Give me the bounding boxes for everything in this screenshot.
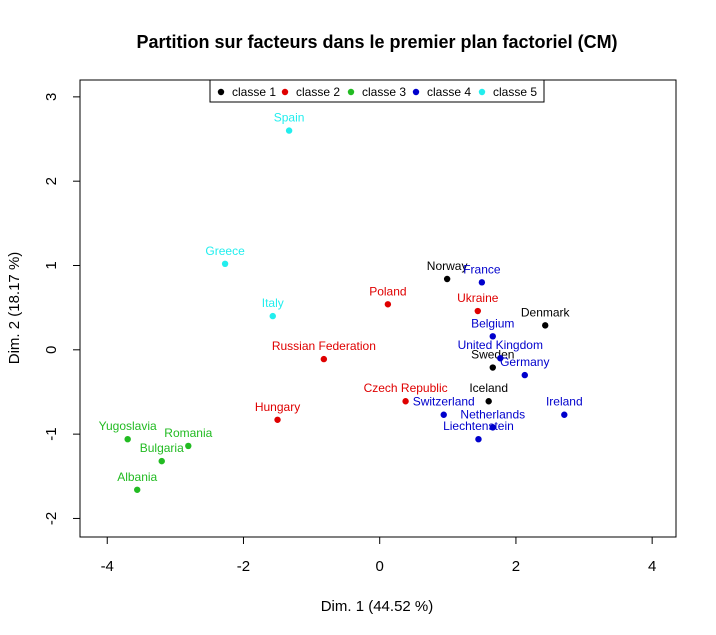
y-tick-label: -2 — [43, 512, 60, 525]
point-label-italy: Italy — [262, 296, 284, 310]
point-switzerland — [440, 411, 447, 418]
point-romania — [185, 442, 192, 450]
x-axis-label: Dim. 1 (44.52 %) — [321, 598, 434, 615]
point-label-united-kingdom: United Kingdom — [458, 338, 543, 352]
point-label-switzerland: Switzerland — [413, 395, 475, 409]
legend-marker-5 — [478, 88, 486, 96]
point-ireland — [561, 411, 568, 418]
y-tick-label: 3 — [43, 93, 60, 101]
y-tick-label: 0 — [43, 346, 60, 354]
point-iceland — [485, 398, 492, 405]
legend-label-1: classe 1 — [232, 85, 276, 99]
point-poland — [384, 301, 392, 308]
legend-marker-4 — [412, 88, 420, 96]
x-tick-label: 2 — [512, 558, 520, 575]
point-label-hungary: Hungary — [255, 400, 300, 414]
point-ukraine — [474, 307, 481, 315]
legend-label-5: classe 5 — [493, 85, 537, 99]
point-label-liechtenstein: Liechtenstein — [443, 419, 514, 433]
point-label-netherlands: Netherlands — [460, 407, 525, 421]
point-label-sweden: Sweden — [471, 348, 514, 362]
point-label-greece: Greece — [205, 244, 245, 258]
point-label-poland: Poland — [369, 284, 406, 298]
x-axis: -4 -2 0 2 4 — [101, 536, 656, 575]
point-label-russian-federation: Russian Federation — [272, 339, 376, 353]
point-czech-republic — [402, 398, 409, 405]
point-hungary — [274, 416, 281, 423]
point-netherlands — [489, 424, 496, 431]
point-denmark — [542, 322, 549, 329]
x-tick-label: 4 — [648, 558, 656, 575]
point-label-iceland: Iceland — [469, 381, 508, 395]
point-label-albania: Albania — [117, 470, 157, 484]
legend-marker-1 — [217, 88, 225, 96]
point-sweden — [489, 364, 496, 371]
point-france — [478, 279, 486, 286]
point-italy — [269, 312, 276, 320]
chart-title: Partition sur facteurs dans le premier p… — [136, 32, 617, 52]
point-label-france: France — [463, 262, 501, 276]
legend-label-2: classe 2 — [296, 85, 340, 99]
y-tick-label: 1 — [43, 261, 60, 269]
x-tick-label: -2 — [237, 558, 250, 575]
point-label-yugoslavia: Yugoslavia — [99, 419, 157, 433]
legend-marker-3 — [347, 88, 355, 96]
point-label-ukraine: Ukraine — [457, 291, 499, 305]
legend-label-4: classe 4 — [427, 85, 471, 99]
point-label-spain: Spain — [274, 111, 305, 125]
point-label-bulgaria: Bulgaria — [140, 441, 184, 455]
point-united-kingdom — [497, 355, 504, 362]
point-bulgaria — [158, 457, 165, 465]
point-greece — [221, 260, 229, 268]
legend: classe 1 classe 2 classe 3 classe 4 classe 5 — [209, 79, 545, 103]
y-axis: -2 -1 0 1 2 3 — [43, 93, 81, 525]
y-tick-label: -1 — [43, 427, 60, 440]
point-label-belgium: Belgium — [471, 316, 514, 330]
point-norway — [443, 275, 451, 283]
point-liechtenstein — [475, 435, 482, 443]
y-axis-label: Dim. 2 (18.17 %) — [6, 252, 23, 365]
point-label-norway: Norway — [427, 259, 468, 273]
x-tick-label: 0 — [376, 558, 384, 575]
point-russian-federation — [320, 355, 328, 363]
legend-label-3: classe 3 — [362, 85, 406, 99]
legend-box — [209, 79, 545, 103]
point-label-czech-republic: Czech Republic — [364, 381, 448, 395]
point-label-germany: Germany — [500, 355, 549, 369]
point-spain — [285, 127, 293, 134]
point-label-ireland: Ireland — [546, 395, 583, 409]
point-germany — [521, 371, 528, 379]
point-label-romania: Romania — [164, 426, 212, 440]
plot-frame — [79, 79, 677, 538]
point-albania — [134, 486, 141, 493]
x-tick-label: -4 — [101, 558, 114, 575]
point-belgium — [489, 333, 496, 340]
data-points: Norway Denmark Sweden Iceland Poland Ukraine R… — [99, 111, 583, 493]
legend-marker-2 — [281, 88, 289, 96]
point-label-denmark: Denmark — [521, 305, 571, 319]
y-tick-label: 2 — [43, 177, 60, 185]
point-yugoslavia — [124, 435, 131, 443]
